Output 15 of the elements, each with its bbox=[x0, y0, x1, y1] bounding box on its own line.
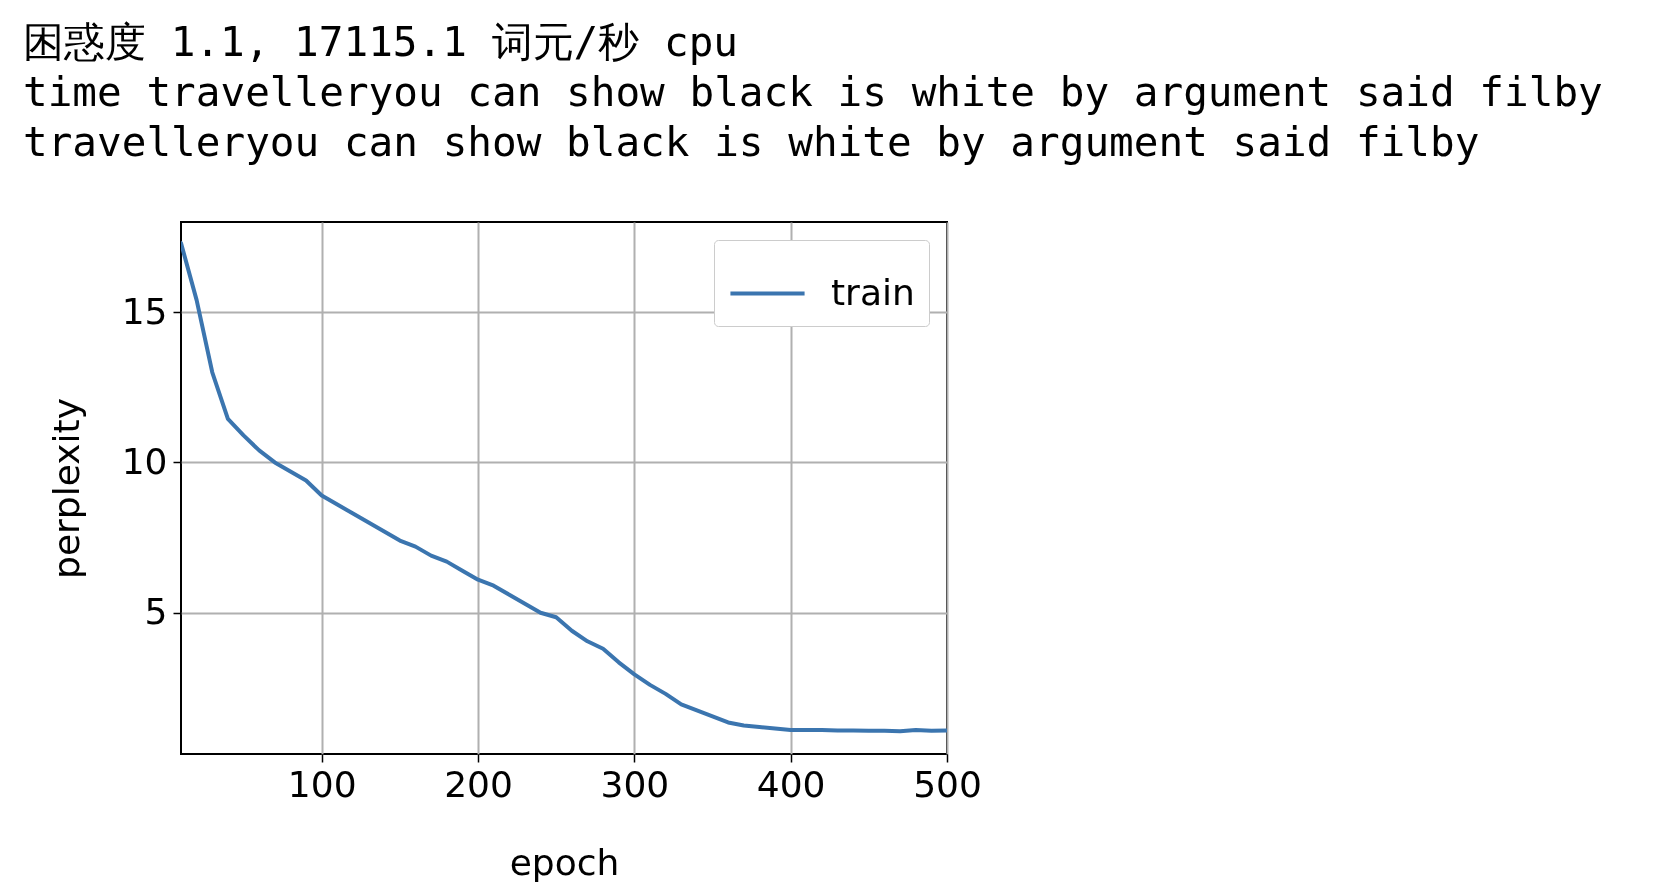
chart-title: 困惑度 1.1, 17115.1 词元/秒 cpu bbox=[23, 17, 739, 67]
x-tick-label: 500 bbox=[913, 763, 982, 805]
x-tick-label: 200 bbox=[444, 763, 513, 805]
y-tick-label: 15 bbox=[121, 290, 168, 332]
x-tick-label: 100 bbox=[287, 763, 357, 805]
text: time travelleryou can show black is white by argument said filby bbox=[23, 67, 1604, 117]
x-tick-label: 400 bbox=[756, 763, 826, 805]
x-axis-title: epoch bbox=[509, 841, 620, 883]
text: travelleryou can show black is white by argument said filby bbox=[23, 117, 1481, 167]
y-axis-title: perplexity bbox=[45, 398, 87, 579]
y-tick-label: 10 bbox=[121, 440, 168, 482]
x-tick-label: 300 bbox=[600, 763, 670, 805]
line-series bbox=[181, 241, 947, 734]
legend-label: train bbox=[831, 271, 915, 313]
y-tick-label: 5 bbox=[144, 591, 168, 633]
